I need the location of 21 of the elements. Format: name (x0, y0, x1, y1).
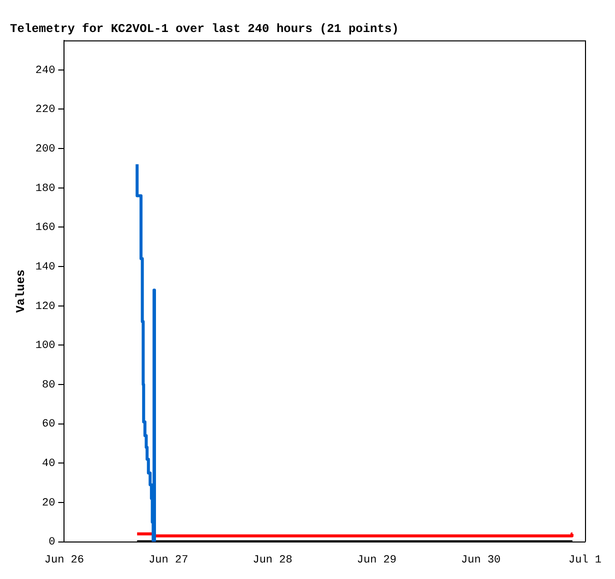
y-tick-label: 200 (35, 143, 56, 156)
x-tick-label: Jul 1 (568, 554, 602, 566)
y-axis-title: Values (14, 269, 28, 313)
chart-title: Telemetry for KC2VOL-1 over last 240 hours (21 points) (10, 22, 399, 36)
y-tick-label: 160 (35, 222, 56, 234)
x-tick-label: Jun 26 (44, 554, 84, 566)
y-tick-label: 60 (42, 418, 56, 431)
x-tick-label: Jun 27 (148, 554, 188, 566)
x-tick-label: Jun 30 (461, 554, 501, 566)
y-tick-label: 220 (35, 104, 56, 116)
y-tick-label: 240 (35, 64, 56, 77)
y-tick-label: 0 (48, 536, 56, 549)
y-tick-label: 20 (42, 497, 56, 510)
y-tick-label: 80 (42, 379, 56, 392)
y-tick-label: 120 (35, 300, 56, 313)
y-tick-label: 40 (42, 458, 56, 470)
y-tick-label: 140 (35, 261, 56, 274)
y-tick-label: 180 (35, 182, 56, 195)
x-tick-label: Jun 29 (356, 554, 396, 566)
x-tick-label: Jun 28 (252, 554, 292, 566)
y-tick-label: 100 (35, 340, 56, 352)
